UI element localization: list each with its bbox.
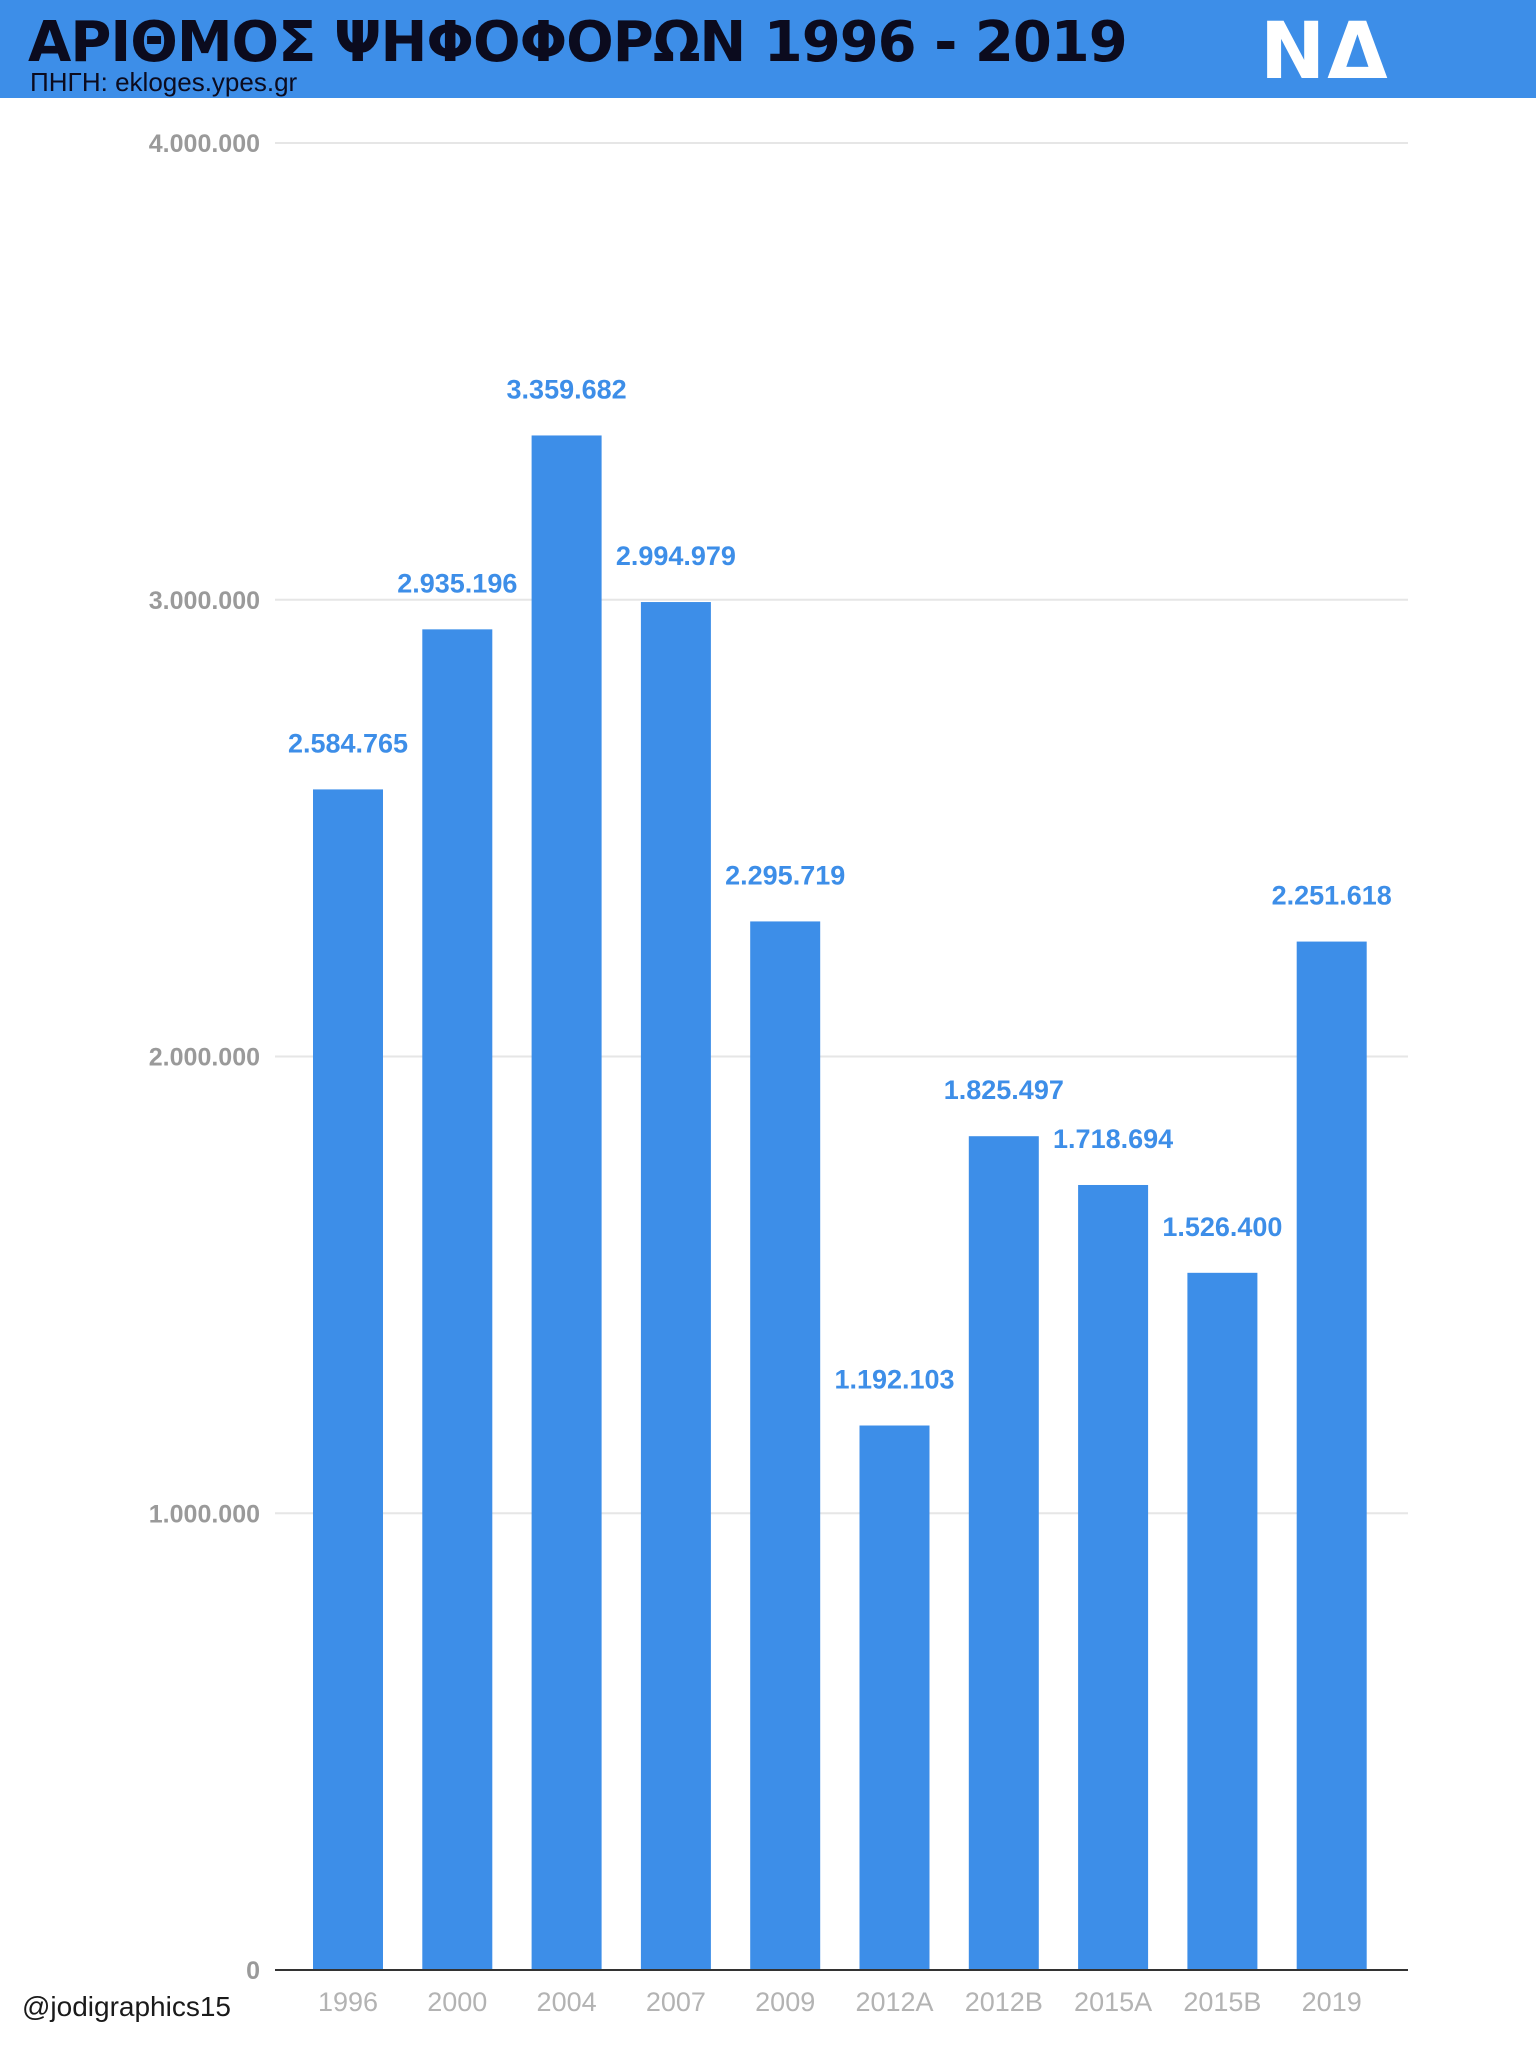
- x-tick-label: 2000: [427, 1987, 487, 2017]
- data-label: 1.192.103: [834, 1365, 954, 1395]
- data-label: 2.935.196: [397, 568, 517, 598]
- header-banner: ΑΡΙΘΜΟΣ ΨΗΦΟΦΟΡΩΝ 1996 - 2019 ΠΗΓΗ: eklo…: [0, 0, 1536, 98]
- bar-2004: [531, 435, 602, 1971]
- x-tick-label: 2004: [537, 1987, 597, 2017]
- x-axis-ticks: 1996 2000 2004 2007 2009 2012Α 2012Β 2015Α 2015Β…: [318, 1987, 1362, 2017]
- x-tick-label: 2009: [755, 1987, 815, 2017]
- data-label: 3.359.682: [507, 374, 627, 404]
- y-tick-label: 2.000.000: [149, 1044, 260, 1072]
- bars: [313, 435, 1367, 1971]
- data-label: 1.718.694: [1053, 1124, 1173, 1154]
- data-label: 2.251.618: [1272, 881, 1392, 911]
- y-tick-label: 0: [246, 1957, 260, 1985]
- x-tick-label: 2019: [1302, 1987, 1362, 2017]
- bar-2000: [422, 629, 493, 1970]
- x-tick-label: 2015Β: [1183, 1987, 1261, 2017]
- y-tick-label: 3.000.000: [149, 587, 260, 615]
- x-tick-label: 2012Α: [855, 1987, 933, 2017]
- bar-2015Α: [1078, 1184, 1149, 1970]
- bar-2015Β: [1187, 1272, 1258, 1970]
- bar-1996: [313, 789, 383, 1970]
- x-tick-label: 2007: [646, 1987, 706, 2017]
- data-label: 2.994.979: [616, 541, 736, 571]
- source-caption: ΠΗΓΗ: ekloges.ypes.gr: [30, 67, 298, 97]
- data-label: 1.526.400: [1162, 1212, 1282, 1242]
- bar-2009: [750, 921, 821, 1970]
- author-credit: @jodigraphics15: [22, 1991, 231, 2022]
- party-logo: ΝΔ: [1260, 7, 1390, 97]
- chart-title: ΑΡΙΘΜΟΣ ΨΗΦΟΦΟΡΩΝ 1996 - 2019: [28, 10, 1128, 75]
- bar-2012Α: [859, 1425, 930, 1970]
- data-label: 2.584.765: [288, 728, 408, 758]
- y-axis-ticks: 0 1.000.000 2.000.000 3.000.000 4.000.000: [149, 130, 260, 1985]
- data-label: 1.825.497: [944, 1075, 1064, 1105]
- x-tick-label: 1996: [318, 1987, 378, 2017]
- y-tick-label: 4.000.000: [149, 130, 260, 158]
- bar-2019: [1296, 941, 1367, 1970]
- data-label: 2.295.719: [725, 860, 845, 890]
- x-tick-label: 2012Β: [965, 1987, 1043, 2017]
- bar-2012Β: [968, 1136, 1039, 1970]
- y-tick-label: 1.000.000: [149, 1500, 260, 1528]
- bar-2007: [640, 602, 711, 1970]
- x-tick-label: 2015Α: [1074, 1987, 1152, 2017]
- data-labels: 2.584.765 2.935.196 3.359.682 2.994.979 2.29…: [288, 374, 1392, 1394]
